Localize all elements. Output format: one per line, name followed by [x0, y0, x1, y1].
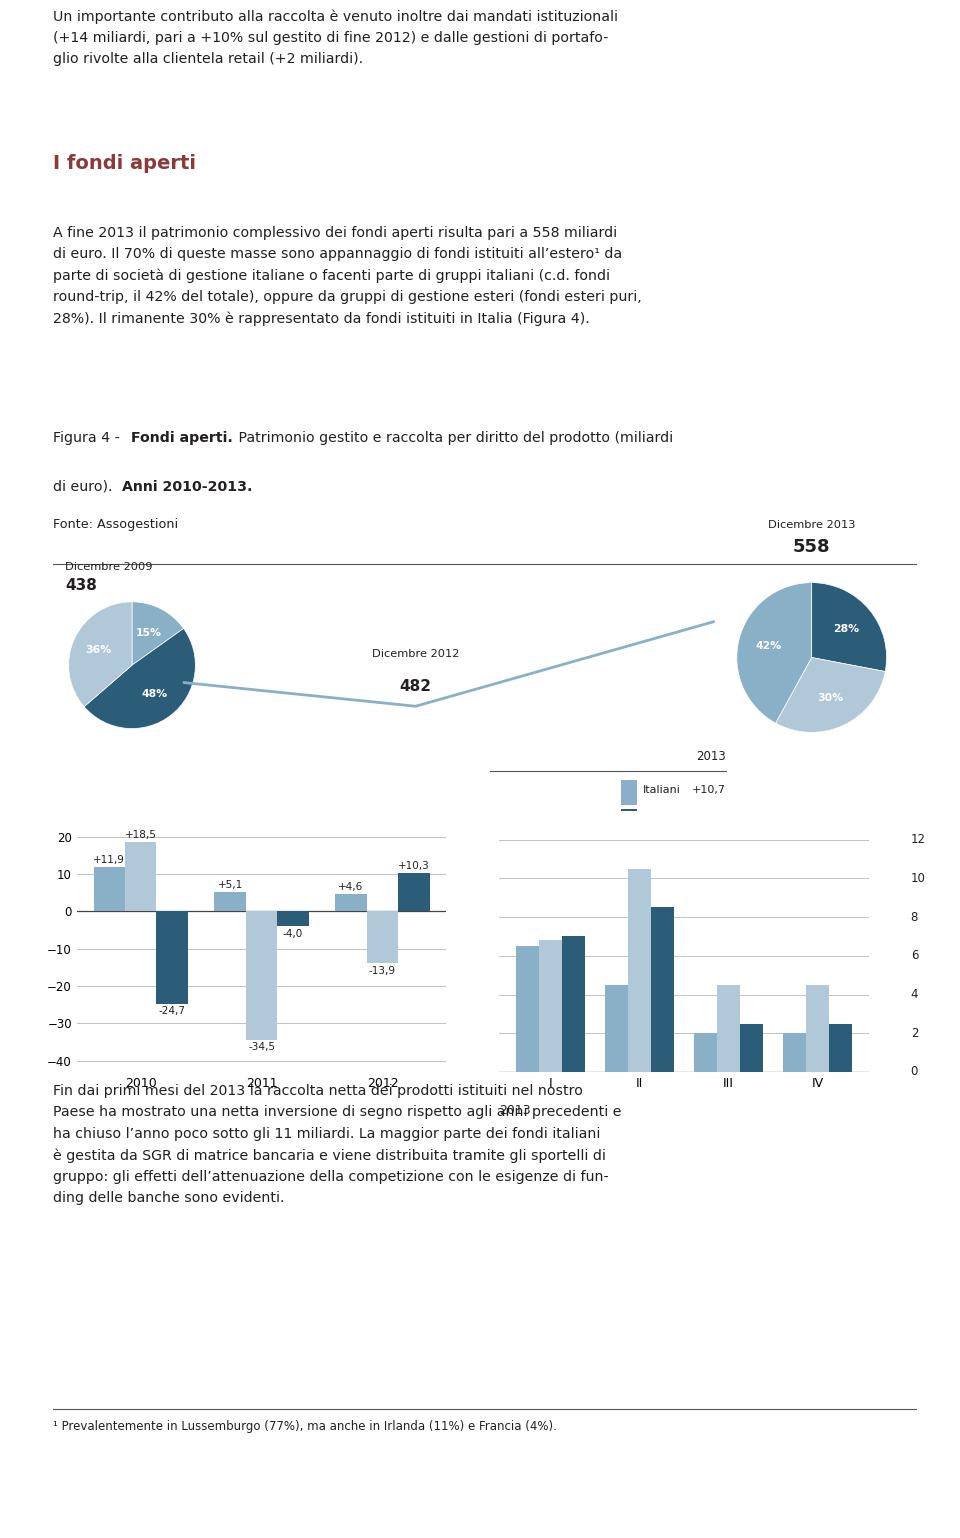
Bar	[398, 874, 430, 912]
Bar	[93, 867, 125, 912]
Text: 6: 6	[911, 949, 918, 963]
Text: +19,7: +19,7	[692, 841, 726, 852]
Bar	[717, 984, 740, 1072]
Text: Dicembre 2013: Dicembre 2013	[768, 520, 855, 531]
Text: di euro).: di euro).	[53, 480, 117, 494]
Text: Dicembre 2012: Dicembre 2012	[372, 649, 460, 658]
Text: Dicembre 2009: Dicembre 2009	[65, 561, 153, 572]
Text: -13,9: -13,9	[369, 966, 396, 975]
Bar	[516, 946, 540, 1072]
Text: -4,0: -4,0	[283, 929, 303, 938]
Text: 36%: 36%	[85, 644, 111, 655]
Text: Fondi aperti.: Fondi aperti.	[131, 431, 232, 444]
Bar	[828, 1024, 852, 1072]
Wedge shape	[69, 601, 132, 706]
Text: +10,7: +10,7	[692, 786, 726, 795]
Text: -34,5: -34,5	[248, 1043, 276, 1052]
Text: 15%: 15%	[135, 628, 162, 638]
Text: Anni 2010-2013.: Anni 2010-2013.	[122, 480, 252, 494]
Text: Round-Trip: Round-Trip	[643, 814, 703, 823]
Text: 2013: 2013	[499, 1104, 531, 1117]
Text: ¹ Prevalentemente in Lussemburgo (77%), ma anche in Irlanda (11%) e Francia (4%): ¹ Prevalentemente in Lussemburgo (77%), …	[53, 1420, 557, 1432]
Text: I fondi aperti: I fondi aperti	[53, 154, 196, 172]
Bar	[156, 912, 188, 1004]
FancyBboxPatch shape	[621, 837, 637, 861]
Text: 4: 4	[911, 987, 918, 1001]
Bar	[740, 1024, 763, 1072]
Bar	[694, 1034, 717, 1072]
Bar	[125, 843, 156, 912]
Text: Fonte: Assogestioni: Fonte: Assogestioni	[53, 518, 178, 531]
Text: +4,6: +4,6	[339, 881, 364, 892]
Text: 48%: 48%	[142, 689, 168, 700]
Text: 0: 0	[911, 1066, 918, 1078]
Bar	[605, 984, 628, 1072]
Text: 8: 8	[911, 910, 918, 923]
Text: +5,1: +5,1	[218, 880, 243, 891]
Text: +18,5: +18,5	[125, 831, 156, 840]
Text: +16,1: +16,1	[692, 814, 726, 823]
Text: 2: 2	[911, 1027, 918, 1040]
Wedge shape	[737, 583, 812, 723]
Wedge shape	[132, 601, 183, 664]
Bar	[246, 912, 277, 1040]
Text: 438: 438	[65, 578, 97, 594]
Text: Un importante contributo alla raccolta è venuto inoltre dai mandati istituzional: Un importante contributo alla raccolta è…	[53, 9, 618, 66]
Text: 2013: 2013	[696, 749, 726, 763]
Bar	[805, 984, 828, 1072]
Bar	[563, 937, 586, 1072]
Text: Figura 4 -: Figura 4 -	[53, 431, 124, 444]
Text: 482: 482	[399, 680, 432, 694]
Text: 30%: 30%	[818, 694, 844, 703]
Text: 10: 10	[911, 872, 925, 884]
Text: Esteri: Esteri	[643, 841, 675, 852]
FancyBboxPatch shape	[621, 780, 637, 804]
Text: -24,7: -24,7	[158, 1006, 185, 1017]
Bar	[651, 907, 674, 1072]
Text: Fin dai primi mesi del 2013 la raccolta netta dei prodotti istituiti nel nostro
: Fin dai primi mesi del 2013 la raccolta …	[53, 1084, 621, 1204]
Text: 42%: 42%	[755, 641, 781, 651]
FancyBboxPatch shape	[621, 809, 637, 834]
Text: A fine 2013 il patrimonio complessivo dei fondi aperti risulta pari a 558 miliar: A fine 2013 il patrimonio complessivo de…	[53, 226, 641, 326]
Bar	[628, 869, 651, 1072]
Text: 558: 558	[793, 538, 830, 557]
Wedge shape	[811, 583, 886, 672]
Text: Patrimonio gestito e raccolta per diritto del prodotto (miliardi: Patrimonio gestito e raccolta per diritt…	[234, 431, 673, 444]
Text: Italiani: Italiani	[643, 786, 681, 795]
Text: +10,3: +10,3	[398, 861, 430, 871]
Bar	[367, 912, 398, 963]
Bar	[335, 894, 367, 912]
Bar	[540, 940, 563, 1072]
Wedge shape	[776, 657, 885, 732]
Text: 28%: 28%	[833, 624, 859, 634]
Text: 12: 12	[911, 834, 925, 846]
Wedge shape	[84, 629, 195, 729]
Bar	[277, 912, 309, 926]
Bar	[782, 1034, 805, 1072]
Bar	[214, 892, 246, 912]
Text: +11,9: +11,9	[93, 855, 125, 864]
